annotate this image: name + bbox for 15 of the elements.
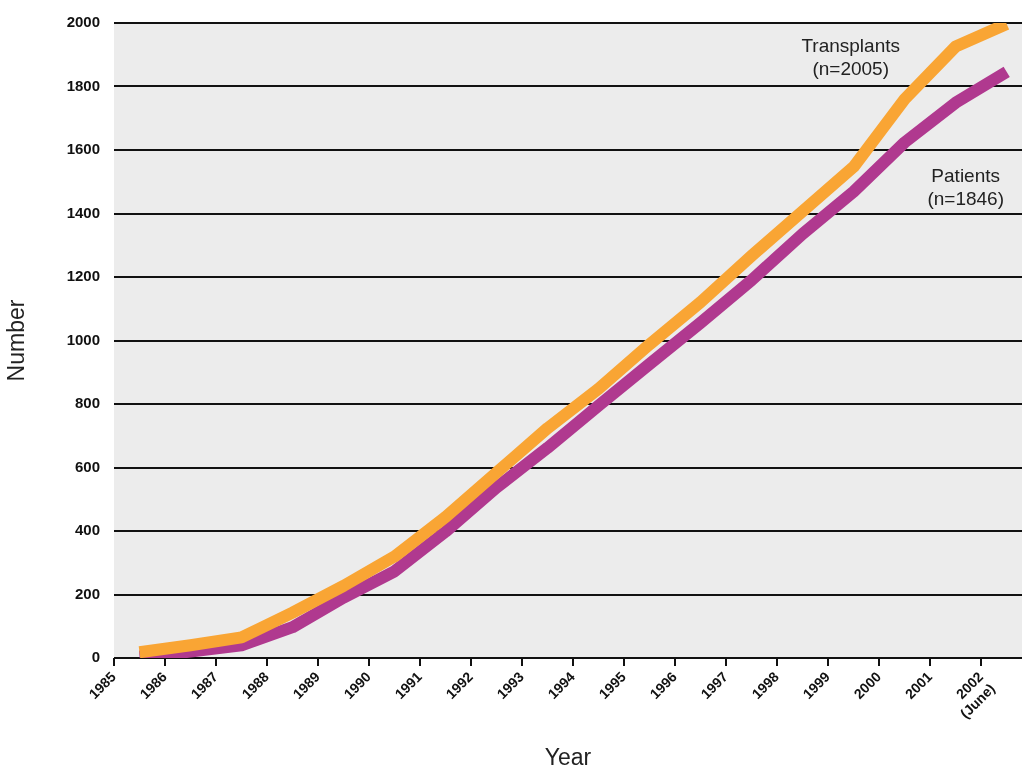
y-tick-label: 200 [74,584,100,602]
y-tick-label: 1200 [66,267,100,285]
y-tick-label: 600 [74,457,100,475]
y-tick-label: 1600 [66,140,100,158]
x-axis-title: Year [544,743,592,770]
y-tick-label: 400 [74,521,100,539]
y-tick-label: 0 [91,648,100,666]
y-tick-label: 2000 [66,13,100,31]
y-tick-label: 1000 [66,330,100,348]
series-label: Patients (n=1846) [927,164,1004,209]
y-tick-label: 1800 [66,76,100,94]
series-label: Transplants (n=2005) [801,34,900,79]
y-tick-label: 1400 [66,203,100,221]
y-tick-label: 800 [74,394,100,412]
y-axis-title: Number [3,299,30,382]
